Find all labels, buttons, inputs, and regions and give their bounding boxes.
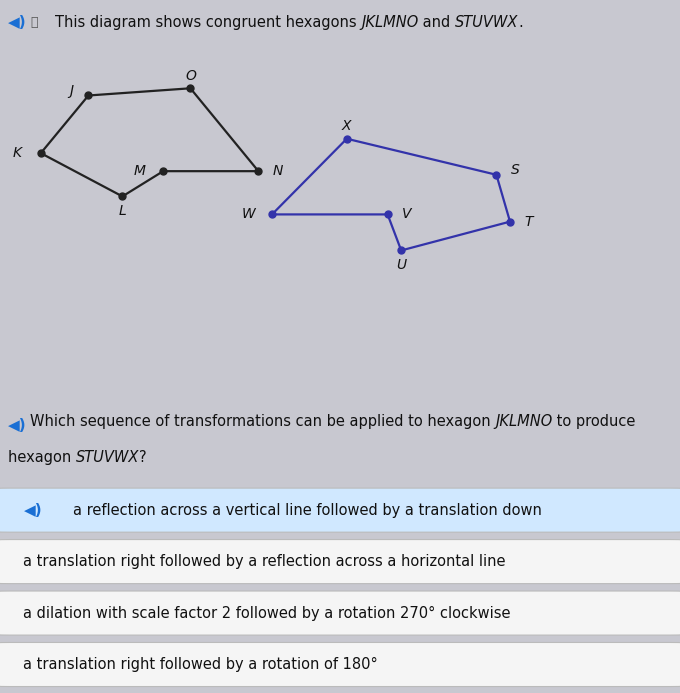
Text: STUVWX: STUVWX bbox=[76, 450, 139, 465]
Text: X: X bbox=[342, 119, 352, 133]
Text: ◀): ◀) bbox=[8, 419, 27, 433]
FancyBboxPatch shape bbox=[0, 488, 680, 532]
FancyBboxPatch shape bbox=[0, 540, 680, 584]
Text: 🖼: 🖼 bbox=[30, 16, 37, 29]
Text: M: M bbox=[133, 164, 146, 178]
Text: hexagon: hexagon bbox=[8, 450, 76, 465]
Text: ◀): ◀) bbox=[23, 502, 42, 518]
Text: N: N bbox=[272, 164, 283, 178]
Text: JKLMNO: JKLMNO bbox=[495, 414, 552, 429]
Text: .: . bbox=[519, 15, 524, 30]
Text: ◀): ◀) bbox=[8, 15, 27, 30]
Text: to produce: to produce bbox=[552, 414, 636, 429]
Text: S: S bbox=[511, 164, 520, 177]
FancyBboxPatch shape bbox=[0, 591, 680, 635]
Text: a dilation with scale factor 2 followed by a rotation 270° clockwise: a dilation with scale factor 2 followed … bbox=[23, 606, 511, 620]
Text: T: T bbox=[525, 215, 533, 229]
Text: W: W bbox=[241, 207, 255, 222]
Text: a reflection across a vertical line followed by a translation down: a reflection across a vertical line foll… bbox=[73, 502, 543, 518]
Text: L: L bbox=[118, 204, 126, 218]
Text: J: J bbox=[69, 84, 73, 98]
Text: V: V bbox=[402, 207, 411, 222]
Text: O: O bbox=[185, 69, 196, 82]
Text: Which sequence of transformations can be applied to hexagon: Which sequence of transformations can be… bbox=[30, 414, 495, 429]
Text: K: K bbox=[12, 146, 22, 160]
Text: This diagram shows congruent hexagons: This diagram shows congruent hexagons bbox=[55, 15, 361, 30]
Text: STUVWX: STUVWX bbox=[456, 15, 519, 30]
Text: U: U bbox=[396, 258, 406, 272]
Text: a translation right followed by a rotation of 180°: a translation right followed by a rotati… bbox=[23, 657, 378, 672]
Text: and: and bbox=[418, 15, 456, 30]
Text: a translation right followed by a reflection across a horizontal line: a translation right followed by a reflec… bbox=[23, 554, 506, 569]
Text: ?: ? bbox=[139, 450, 147, 465]
FancyBboxPatch shape bbox=[0, 642, 680, 687]
Text: JKLMNO: JKLMNO bbox=[361, 15, 418, 30]
